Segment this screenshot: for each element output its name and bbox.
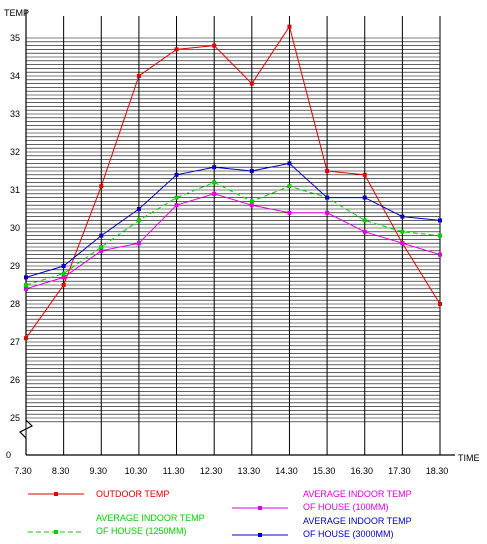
y-tick-label: 26 xyxy=(10,375,20,385)
data-point xyxy=(136,218,141,223)
y-tick-label: 34 xyxy=(10,71,20,81)
data-point xyxy=(24,275,28,280)
data-point xyxy=(99,233,104,238)
series-line xyxy=(25,193,441,290)
x-axis-title: TIME xyxy=(458,453,480,463)
data-point xyxy=(249,169,254,173)
data-point xyxy=(438,252,442,257)
data-point xyxy=(287,24,292,29)
data-point xyxy=(136,207,141,211)
data-point xyxy=(99,245,104,249)
y-tick-label: 31 xyxy=(10,185,20,195)
data-point xyxy=(212,165,217,170)
x-tick-label: 14.30 xyxy=(275,466,298,476)
data-point xyxy=(249,199,254,204)
data-point xyxy=(99,248,104,253)
data-point xyxy=(136,74,141,78)
data-point xyxy=(400,229,405,234)
data-point xyxy=(438,233,442,238)
data-point xyxy=(212,180,217,185)
data-point xyxy=(438,302,442,306)
legend-swatch-marker xyxy=(258,533,262,537)
legend-label: OF HOUSE (1250MM) xyxy=(96,526,187,536)
grid-lines xyxy=(25,16,441,455)
legend-swatch-marker xyxy=(54,530,58,534)
series-line xyxy=(25,25,441,339)
x-tick-label: 18.30 xyxy=(426,466,449,476)
data-point xyxy=(362,229,367,234)
x-tick-label: 10.30 xyxy=(125,466,148,476)
y-tick-label: 27 xyxy=(10,337,20,347)
series-1 xyxy=(24,191,442,291)
legend-item: OUTDOOR TEMP xyxy=(28,489,169,499)
legend-label: AVERAGE INDOOR TEMP xyxy=(303,489,412,499)
x-tick-label: 16.30 xyxy=(350,466,373,476)
y-tick-label: 25 xyxy=(10,413,20,423)
y-tick-label: 35 xyxy=(10,33,20,43)
legend-swatch-marker xyxy=(258,506,262,510)
data-point xyxy=(136,241,141,246)
legend-item: AVERAGE INDOOR TEMP OF HOUSE (1250MM) xyxy=(28,513,205,536)
y-axis-break xyxy=(18,419,34,439)
legend-label: AVERAGE INDOOR TEMP xyxy=(303,516,412,526)
y-tick-label: 33 xyxy=(10,109,20,119)
x-tick-label: 7.30 xyxy=(14,466,32,476)
data-point xyxy=(174,203,179,208)
x-tick-label: 15.30 xyxy=(313,466,336,476)
data-point xyxy=(325,169,330,173)
data-point xyxy=(24,336,28,341)
data-point xyxy=(249,81,254,86)
data-point xyxy=(61,271,66,276)
x-tick-label: 13.30 xyxy=(238,466,261,476)
data-point xyxy=(61,283,66,287)
data-point xyxy=(24,286,28,291)
data-point xyxy=(362,172,367,177)
data-point xyxy=(438,218,442,223)
x-tick-label: 12.30 xyxy=(200,466,223,476)
legend-label: OF HOUSE (3000MM) xyxy=(303,529,394,539)
data-point xyxy=(287,210,292,215)
legend-item: AVERAGE INDOOR TEMP OF HOUSE (3000MM) xyxy=(232,516,412,539)
data-point xyxy=(362,218,367,223)
series-3 xyxy=(24,161,442,280)
y-tick-label: 29 xyxy=(10,261,20,271)
legend-swatch-marker xyxy=(54,492,58,496)
data-point xyxy=(174,195,179,200)
data-point xyxy=(325,195,330,200)
x-tick-label: 8.30 xyxy=(52,466,70,476)
data-point xyxy=(61,264,66,268)
data-point xyxy=(174,172,179,177)
y-tick-label: 28 xyxy=(10,299,20,309)
data-point xyxy=(99,184,104,189)
data-point xyxy=(212,191,217,196)
legend-label: AVERAGE INDOOR TEMP xyxy=(96,513,205,523)
data-point xyxy=(400,214,405,219)
data-point xyxy=(400,241,405,246)
series-line xyxy=(25,162,441,278)
data-point xyxy=(174,47,179,52)
x-tick-label: 17.30 xyxy=(388,466,411,476)
y-tick-label: 30 xyxy=(10,223,20,233)
x-tick-label: 9.30 xyxy=(90,466,108,476)
legend-label: OUTDOOR TEMP xyxy=(96,489,169,499)
data-point xyxy=(249,203,254,208)
data-point xyxy=(362,195,367,200)
legend-item: AVERAGE INDOOR TEMP OF HOUSE (100MM) xyxy=(232,489,412,512)
data-point xyxy=(287,184,292,189)
series-2 xyxy=(24,180,442,287)
data-point xyxy=(287,161,292,166)
data-point xyxy=(61,275,66,280)
x-tick-label: 11.30 xyxy=(163,466,185,476)
data-point xyxy=(212,43,217,48)
y-tick-label: 32 xyxy=(10,147,20,157)
legend-label: OF HOUSE (100MM) xyxy=(303,502,389,512)
data-point xyxy=(325,210,330,215)
y-tick-label: 0 xyxy=(6,450,11,460)
series-line xyxy=(25,181,441,286)
data-point xyxy=(24,283,28,287)
y-axis-title: TEMP xyxy=(4,8,29,18)
